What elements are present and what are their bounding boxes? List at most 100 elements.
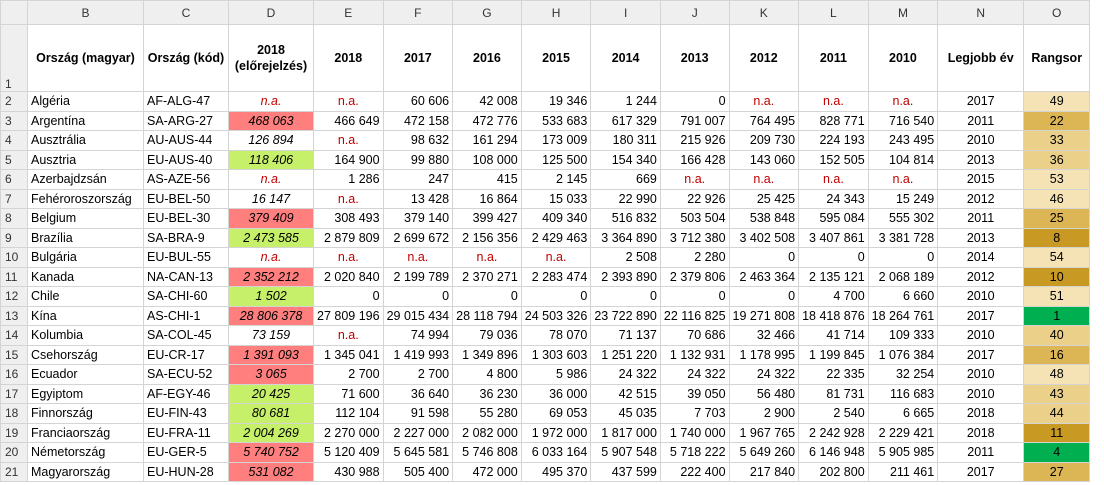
country-name-cell[interactable]: Kolumbia bbox=[27, 325, 144, 346]
country-name-cell[interactable]: Algéria bbox=[27, 91, 144, 112]
value-cell[interactable]: 2 020 840 bbox=[313, 266, 384, 287]
value-cell[interactable]: 25 425 bbox=[728, 188, 800, 209]
value-cell[interactable]: n.a. bbox=[382, 247, 454, 268]
value-cell[interactable]: 2 463 364 bbox=[728, 266, 800, 287]
value-cell[interactable]: 1 972 000 bbox=[520, 422, 592, 443]
prediction-cell[interactable]: 379 409 bbox=[228, 208, 314, 229]
value-cell[interactable]: 555 302 bbox=[867, 208, 939, 229]
country-code-cell[interactable]: EU-HUN-28 bbox=[143, 461, 229, 482]
row-header[interactable]: 19 bbox=[0, 422, 28, 443]
value-cell[interactable]: 5 645 581 bbox=[382, 442, 454, 463]
prediction-cell[interactable]: n.a. bbox=[228, 91, 314, 112]
value-cell[interactable]: 1 419 993 bbox=[382, 344, 454, 365]
value-cell[interactable]: 2 699 672 bbox=[382, 227, 454, 248]
value-cell[interactable]: 495 370 bbox=[520, 461, 592, 482]
value-cell[interactable]: 2 900 bbox=[728, 403, 800, 424]
value-cell[interactable]: 399 427 bbox=[452, 208, 522, 229]
value-cell[interactable]: 24 343 bbox=[798, 188, 869, 209]
value-cell[interactable]: 472 000 bbox=[452, 461, 522, 482]
value-cell[interactable]: 22 926 bbox=[659, 188, 730, 209]
prediction-cell[interactable]: 1 391 093 bbox=[228, 344, 314, 365]
value-cell[interactable]: 15 249 bbox=[867, 188, 939, 209]
row-header[interactable]: 8 bbox=[0, 208, 28, 229]
country-code-cell[interactable]: EU-BEL-30 bbox=[143, 208, 229, 229]
prediction-cell[interactable]: 531 082 bbox=[228, 461, 314, 482]
value-cell[interactable]: 415 bbox=[452, 169, 522, 190]
value-cell[interactable]: n.a. bbox=[313, 247, 384, 268]
value-cell[interactable]: 222 400 bbox=[659, 461, 730, 482]
header-cell[interactable]: Ország (kód) bbox=[143, 24, 229, 92]
value-cell[interactable]: 91 598 bbox=[382, 403, 454, 424]
row-header[interactable]: 13 bbox=[0, 305, 28, 326]
value-cell[interactable]: 2 283 474 bbox=[520, 266, 592, 287]
header-cell[interactable]: 2017 bbox=[382, 24, 454, 92]
column-header-o[interactable]: O bbox=[1023, 0, 1091, 25]
value-cell[interactable]: 2 156 356 bbox=[452, 227, 522, 248]
value-cell[interactable]: 1 244 bbox=[590, 91, 661, 112]
value-cell[interactable]: 379 140 bbox=[382, 208, 454, 229]
prediction-cell[interactable]: 2 473 585 bbox=[228, 227, 314, 248]
header-cell[interactable]: 2016 bbox=[452, 24, 522, 92]
country-code-cell[interactable]: NA-CAN-13 bbox=[143, 266, 229, 287]
rank-cell[interactable]: 44 bbox=[1023, 403, 1091, 424]
value-cell[interactable]: 617 329 bbox=[590, 110, 661, 131]
value-cell[interactable]: 472 776 bbox=[452, 110, 522, 131]
column-header-f[interactable]: F bbox=[382, 0, 454, 25]
value-cell[interactable]: 19 271 808 bbox=[728, 305, 800, 326]
value-cell[interactable]: 2 068 189 bbox=[867, 266, 939, 287]
value-cell[interactable]: n.a. bbox=[520, 247, 592, 268]
best-year-cell[interactable]: 2014 bbox=[937, 247, 1025, 268]
value-cell[interactable]: 538 848 bbox=[728, 208, 800, 229]
value-cell[interactable]: 5 649 260 bbox=[728, 442, 800, 463]
value-cell[interactable]: 2 082 000 bbox=[452, 422, 522, 443]
country-code-cell[interactable]: AF-ALG-47 bbox=[143, 91, 229, 112]
header-cell[interactable]: 2014 bbox=[590, 24, 661, 92]
value-cell[interactable]: n.a. bbox=[313, 188, 384, 209]
value-cell[interactable]: 116 683 bbox=[867, 383, 939, 404]
country-name-cell[interactable]: Azerbajdzsán bbox=[27, 169, 144, 190]
column-header-k[interactable]: K bbox=[728, 0, 800, 25]
value-cell[interactable]: 56 480 bbox=[728, 383, 800, 404]
value-cell[interactable]: 0 bbox=[867, 247, 939, 268]
row-header[interactable]: 11 bbox=[0, 266, 28, 287]
prediction-cell[interactable]: 80 681 bbox=[228, 403, 314, 424]
value-cell[interactable]: 154 340 bbox=[590, 149, 661, 170]
country-name-cell[interactable]: Ecuador bbox=[27, 364, 144, 385]
value-cell[interactable]: 5 718 222 bbox=[659, 442, 730, 463]
value-cell[interactable]: 166 428 bbox=[659, 149, 730, 170]
rank-cell[interactable]: 16 bbox=[1023, 344, 1091, 365]
country-code-cell[interactable]: EU-AUS-40 bbox=[143, 149, 229, 170]
best-year-cell[interactable]: 2012 bbox=[937, 188, 1025, 209]
row-header[interactable]: 4 bbox=[0, 130, 28, 151]
value-cell[interactable]: 36 640 bbox=[382, 383, 454, 404]
column-header-b[interactable]: B bbox=[27, 0, 144, 25]
best-year-cell[interactable]: 2010 bbox=[937, 325, 1025, 346]
value-cell[interactable]: 791 007 bbox=[659, 110, 730, 131]
best-year-cell[interactable]: 2013 bbox=[937, 149, 1025, 170]
row-header[interactable]: 15 bbox=[0, 344, 28, 365]
value-cell[interactable]: 2 700 bbox=[382, 364, 454, 385]
row-header[interactable]: 10 bbox=[0, 247, 28, 268]
value-cell[interactable]: 112 104 bbox=[313, 403, 384, 424]
value-cell[interactable]: 4 800 bbox=[452, 364, 522, 385]
value-cell[interactable]: 466 649 bbox=[313, 110, 384, 131]
value-cell[interactable]: 6 660 bbox=[867, 286, 939, 307]
header-cell[interactable]: 2018 (előrejelzés) bbox=[228, 24, 314, 92]
value-cell[interactable]: 69 053 bbox=[520, 403, 592, 424]
value-cell[interactable]: n.a. bbox=[313, 325, 384, 346]
country-name-cell[interactable]: Csehország bbox=[27, 344, 144, 365]
value-cell[interactable]: 109 333 bbox=[867, 325, 939, 346]
value-cell[interactable]: 13 428 bbox=[382, 188, 454, 209]
best-year-cell[interactable]: 2010 bbox=[937, 130, 1025, 151]
value-cell[interactable]: 99 880 bbox=[382, 149, 454, 170]
country-name-cell[interactable]: Franciaország bbox=[27, 422, 144, 443]
value-cell[interactable]: 39 050 bbox=[659, 383, 730, 404]
column-header-n[interactable]: N bbox=[937, 0, 1025, 25]
value-cell[interactable]: 161 294 bbox=[452, 130, 522, 151]
country-code-cell[interactable]: EU-BEL-50 bbox=[143, 188, 229, 209]
row-header[interactable]: 20 bbox=[0, 442, 28, 463]
value-cell[interactable]: 2 379 806 bbox=[659, 266, 730, 287]
value-cell[interactable]: 2 429 463 bbox=[520, 227, 592, 248]
best-year-cell[interactable]: 2011 bbox=[937, 442, 1025, 463]
country-name-cell[interactable]: Kína bbox=[27, 305, 144, 326]
